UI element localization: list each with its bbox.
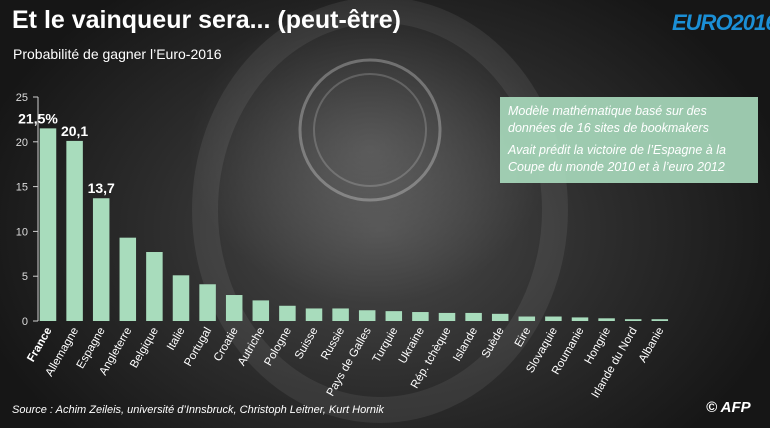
bar — [438, 312, 456, 321]
note-box: Modèle mathématique basé sur des données… — [500, 97, 758, 183]
bar — [624, 319, 642, 321]
bar — [491, 313, 509, 321]
bar — [305, 308, 323, 321]
x-tick-label: Pologne — [262, 326, 294, 369]
chart-subtitle: Probabilité de gagner l’Euro-2016 — [13, 46, 222, 62]
y-tick-label: 15 — [16, 182, 28, 194]
note-line-model: Modèle mathématique basé sur des données… — [508, 104, 709, 135]
x-tick-label: Islande — [451, 326, 480, 364]
bar — [412, 312, 429, 321]
bar — [92, 198, 110, 321]
bar — [225, 295, 243, 321]
bar — [172, 275, 190, 321]
bar — [518, 316, 536, 321]
y-tick-label: 0 — [22, 316, 28, 328]
trophy-silhouette — [192, 0, 568, 423]
source-note: Source : Achim Zeileis, université d’Inn… — [12, 404, 384, 416]
y-tick-label: 5 — [22, 271, 28, 283]
bar — [545, 316, 562, 321]
bars — [39, 128, 669, 321]
y-axis: 0 5 10 15 20 25 — [16, 92, 39, 328]
bar — [571, 317, 589, 321]
y-tick-label: 25 — [16, 92, 28, 104]
bar — [39, 128, 57, 321]
bar — [279, 305, 296, 321]
afp-credit: © AFP — [706, 399, 751, 416]
x-axis-labels: FranceAllemagneEspagneAngleterreBelgique… — [25, 325, 666, 400]
uefa-emblem-ring — [298, 58, 442, 202]
bar — [332, 308, 349, 321]
bar — [651, 319, 669, 321]
data-label: 21,5% — [18, 110, 58, 126]
bar — [385, 311, 403, 321]
bar — [598, 318, 615, 321]
x-tick-label: Russie — [319, 326, 347, 362]
bar — [199, 284, 216, 321]
x-tick-label: Suède — [480, 326, 507, 361]
x-tick-label: Turquie — [371, 326, 401, 365]
bar — [252, 300, 270, 321]
x-tick-label: Italie — [165, 326, 188, 353]
x-tick-label: Eire — [513, 326, 534, 350]
bar — [358, 310, 376, 321]
bar — [119, 237, 137, 321]
chart-title: Et le vainqueur sera... (peut-être) — [12, 6, 401, 34]
bar — [146, 252, 163, 321]
data-label: 13,7 — [88, 180, 115, 196]
x-tick-label: Albanie — [637, 326, 667, 365]
note-line-prediction: Avait prédit la victoire de l’Espagne à … — [508, 143, 726, 174]
bar — [66, 140, 83, 321]
y-tick-label: 20 — [16, 137, 28, 149]
bar — [465, 312, 482, 321]
y-tick-label: 10 — [16, 226, 28, 238]
x-tick-label: France — [25, 326, 54, 365]
data-label: 20,1 — [61, 123, 88, 139]
x-tick-label: Suisse — [293, 326, 321, 362]
euro2016-logo: EURO2016 — [672, 10, 770, 35]
x-tick-label: Croatie — [212, 326, 241, 364]
data-labels: 21,5%20,1 13,7 — [18, 110, 115, 196]
uefa-emblem-inner-ring — [313, 73, 427, 187]
